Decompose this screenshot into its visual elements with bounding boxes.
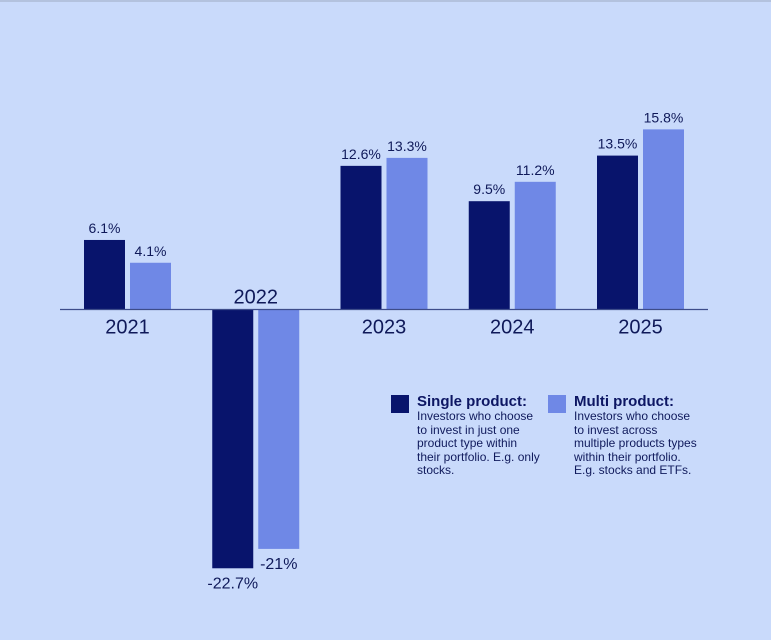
bar-single-2025 <box>597 155 638 310</box>
tick-label-2022: 2022 <box>234 287 279 309</box>
bar-single-2021 <box>84 239 125 310</box>
data-label-single-2023: 12.6% <box>341 146 381 162</box>
legend-title-single: Single product: <box>417 393 527 410</box>
data-label-multi-2025: 15.8% <box>644 109 684 125</box>
tick-label-2024: 2024 <box>490 317 535 339</box>
tick-label-2021: 2021 <box>105 317 150 339</box>
legend-title-multi: Multi product: <box>574 393 674 410</box>
bar-multi-2021 <box>130 262 171 310</box>
tick-label-2025: 2025 <box>618 317 663 339</box>
legend-swatch-multi <box>548 395 566 413</box>
bar-single-2023 <box>340 165 382 310</box>
legend-description-multi: Investors who choose to invest across mu… <box>574 409 697 477</box>
data-label-multi-2022: -21% <box>260 556 297 573</box>
top-border <box>0 0 771 2</box>
data-label-single-2024: 9.5% <box>473 181 505 197</box>
bar-single-2022 <box>212 309 254 569</box>
tick-label-2023: 2023 <box>362 317 407 339</box>
legend-description-single: Investors who choose to invest in just o… <box>417 409 540 477</box>
data-label-single-2022: -22.7% <box>207 575 258 592</box>
data-label-single-2021: 6.1% <box>89 220 121 236</box>
data-label-multi-2024: 11.2% <box>516 162 555 178</box>
bar-multi-2025 <box>643 129 684 310</box>
bar-multi-2023 <box>386 157 428 310</box>
data-label-multi-2021: 4.1% <box>135 243 167 259</box>
bar-single-2024 <box>468 201 510 310</box>
bar-multi-2024 <box>514 181 556 310</box>
legend-swatch-single <box>391 395 409 413</box>
data-label-single-2025: 13.5% <box>598 136 638 152</box>
data-label-multi-2023: 13.3% <box>387 138 427 154</box>
bar-multi-2022 <box>258 309 300 549</box>
